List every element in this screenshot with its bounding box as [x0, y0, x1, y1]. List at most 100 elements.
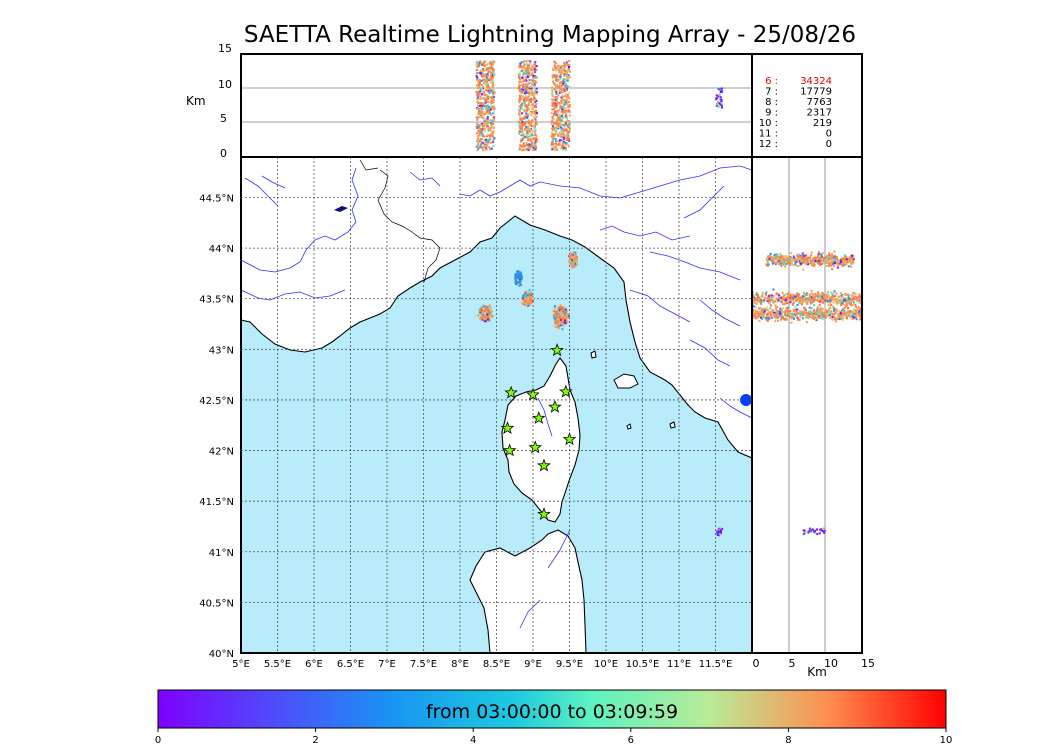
altitude-source [484, 99, 487, 102]
altitude-source [478, 127, 481, 130]
lightning-source [481, 309, 484, 312]
lightning-source [557, 311, 560, 314]
lightning-source [514, 277, 517, 280]
side-source [843, 254, 846, 257]
altitude-source [490, 107, 493, 110]
side-source [823, 260, 826, 263]
altitude-source [477, 63, 480, 66]
altitude-source [533, 96, 536, 99]
altitude-source [555, 110, 558, 113]
altitude-source [551, 148, 554, 151]
lightning-source [488, 313, 491, 316]
altitude-source [715, 94, 718, 97]
lightning-source [558, 309, 561, 312]
side-source [783, 302, 786, 305]
side-source [829, 299, 832, 302]
altitude-source [484, 145, 487, 148]
altitude-source [520, 88, 523, 91]
lightning-source [556, 316, 559, 319]
side-source [759, 300, 762, 303]
altitude-source [555, 95, 558, 98]
altitude-source [521, 130, 524, 133]
side-source [794, 298, 797, 301]
altitude-source [490, 147, 493, 150]
side-source [796, 299, 799, 302]
side-source [844, 293, 847, 296]
altitude-source [567, 135, 570, 138]
altitude-source [554, 87, 557, 90]
altitude-source [487, 70, 490, 73]
altitude-source [554, 125, 557, 128]
altitude-source [551, 137, 554, 140]
count-station-label: 12 : [759, 139, 778, 150]
altitude-source [529, 124, 532, 127]
side-source [828, 259, 831, 262]
side-source [794, 295, 797, 298]
altitude-source [527, 95, 530, 98]
altitude-source [556, 68, 559, 71]
altitude-source [531, 102, 534, 105]
altitude-source [527, 135, 530, 138]
altitude-source [520, 118, 523, 121]
lightning-source [529, 294, 532, 297]
side-source [810, 263, 813, 266]
chart-title: SAETTA Realtime Lightning Mapping Array … [243, 22, 857, 48]
altitude-source [560, 139, 563, 142]
side-source [849, 298, 852, 301]
altitude-source [568, 91, 571, 94]
giglio-island [669, 421, 676, 429]
lightning-source [571, 255, 574, 258]
side-source [832, 305, 835, 308]
side-source [851, 299, 854, 302]
side-source [810, 292, 813, 295]
side-source [797, 294, 800, 297]
side-source [780, 296, 783, 299]
side-source [758, 300, 761, 303]
side-source [821, 291, 824, 294]
altitude-source [525, 116, 528, 119]
altitude-source [518, 75, 521, 78]
altitude-source [718, 106, 721, 109]
side-source [780, 262, 783, 265]
lightning-source [522, 296, 525, 299]
lightning-source [482, 316, 485, 319]
side-source [756, 315, 759, 318]
altitude-source [481, 113, 484, 116]
side-source [856, 308, 859, 311]
altitude-source [556, 74, 559, 77]
altitude-source [482, 149, 485, 152]
side-source [797, 265, 800, 268]
lightning-source [561, 328, 564, 331]
altitude-source [528, 97, 531, 100]
side-source [790, 317, 793, 320]
altitude-source [533, 124, 536, 127]
side-source [793, 294, 796, 297]
side-source [831, 294, 834, 297]
side-source [817, 253, 820, 256]
altitude-source [492, 108, 495, 111]
side-source [802, 254, 805, 257]
altitude-source [522, 121, 525, 124]
side-source [801, 299, 804, 302]
side-source [797, 255, 800, 258]
altitude-source [520, 112, 523, 115]
lightning-source [721, 527, 724, 530]
lightning-source [515, 282, 518, 285]
side-source [798, 300, 801, 303]
altitude-source [476, 138, 479, 141]
altitude-source [520, 128, 523, 131]
side-source [790, 298, 793, 301]
altitude-source [532, 105, 535, 108]
side-source [795, 310, 798, 313]
altitude-source [533, 131, 536, 134]
altitude-source [532, 143, 535, 146]
side-source [816, 256, 819, 259]
altitude-source [520, 140, 523, 143]
side-source [820, 294, 823, 297]
altitude-source [564, 95, 567, 98]
side-source [817, 293, 820, 296]
altitude-source [520, 134, 523, 137]
side-source [850, 257, 853, 260]
altitude-source [480, 109, 483, 112]
side-source [849, 258, 852, 261]
